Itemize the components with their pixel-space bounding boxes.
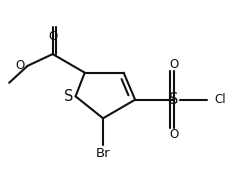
Text: O: O	[16, 59, 25, 71]
Text: O: O	[169, 128, 179, 141]
Text: S: S	[65, 89, 74, 104]
Text: S: S	[169, 92, 179, 107]
Text: O: O	[169, 58, 179, 71]
Text: Br: Br	[96, 147, 110, 160]
Text: O: O	[48, 30, 57, 43]
Text: Cl: Cl	[214, 93, 226, 106]
